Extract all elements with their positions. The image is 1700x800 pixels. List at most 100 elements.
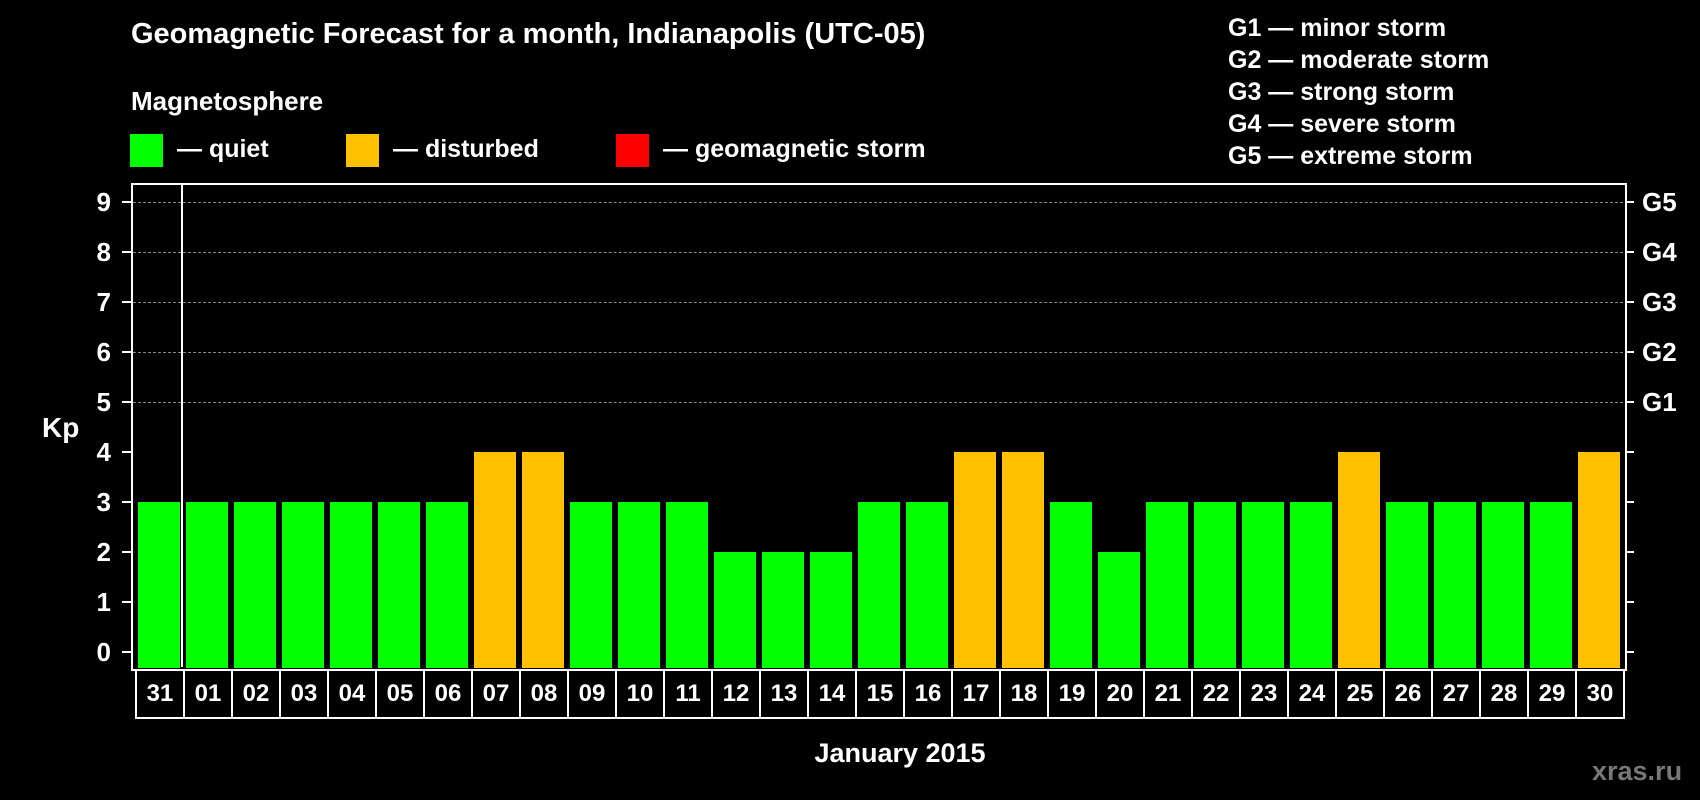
bar-day-20 xyxy=(1098,552,1140,668)
bar-day-24 xyxy=(1290,502,1332,668)
gridline-5 xyxy=(133,402,1623,403)
x-cell-divider xyxy=(1575,669,1577,719)
y-tick-left-0 xyxy=(122,651,131,653)
x-cell-divider xyxy=(1047,669,1049,719)
x-cell-divider xyxy=(759,669,761,719)
y-tick-left-7 xyxy=(122,301,131,303)
bar-day-29 xyxy=(1530,502,1572,668)
x-cell-divider xyxy=(471,669,473,719)
x-cell-divider xyxy=(1431,669,1433,719)
y-tick-label-3: 3 xyxy=(96,487,111,517)
storm-scale-g2: G2 — moderate storm xyxy=(1228,46,1490,74)
x-tick-label-03: 03 xyxy=(290,680,318,707)
x-tick-label-23: 23 xyxy=(1250,680,1278,707)
x-tick-label-01: 01 xyxy=(194,680,222,707)
x-tick-label-12: 12 xyxy=(722,680,750,707)
bar-day-06 xyxy=(426,502,468,668)
y-tick-right-3 xyxy=(1625,501,1634,503)
y-tick-label-5: 5 xyxy=(96,387,111,417)
x-tick-label-09: 09 xyxy=(578,680,606,707)
bar-day-25 xyxy=(1338,452,1380,668)
bar-day-18 xyxy=(1002,452,1044,668)
y-tick-label-4: 4 xyxy=(96,437,111,467)
y-tick-right-0 xyxy=(1625,651,1634,653)
y-tick-label-0: 0 xyxy=(96,637,111,667)
bar-day-14 xyxy=(810,552,852,668)
x-tick-label-04: 04 xyxy=(338,680,366,707)
x-cell-divider xyxy=(1527,669,1529,719)
chart-title: Geomagnetic Forecast for a month, Indian… xyxy=(131,18,926,50)
y-tick-right-2 xyxy=(1625,551,1634,553)
y-tick-left-4 xyxy=(122,451,131,453)
y-tick-label-8: 8 xyxy=(96,237,111,267)
month-separator-line xyxy=(181,185,183,667)
storm-scale-g5: G5 — extreme storm xyxy=(1228,142,1473,170)
bar-day-15 xyxy=(858,502,900,668)
x-cell-divider xyxy=(999,669,1001,719)
y-tick-left-5 xyxy=(122,401,131,403)
legend-swatch-storm xyxy=(616,134,649,167)
x-cell-divider xyxy=(519,669,521,719)
g-scale-label-g4: G4 xyxy=(1642,237,1677,267)
watermark: xras.ru xyxy=(1592,756,1683,786)
x-tick-label-17: 17 xyxy=(962,680,990,707)
bar-day-28 xyxy=(1482,502,1524,668)
bar-day-04 xyxy=(330,502,372,668)
y-tick-label-1: 1 xyxy=(96,587,111,617)
x-cell-divider xyxy=(423,669,425,719)
x-tick-label-02: 02 xyxy=(242,680,270,707)
storm-scale-g1: G1 — minor storm xyxy=(1228,14,1447,42)
bar-day-27 xyxy=(1434,502,1476,668)
x-tick-label-18: 18 xyxy=(1010,680,1038,707)
x-cell-divider xyxy=(1095,669,1097,719)
bar-day-31 xyxy=(138,502,180,668)
x-cell-divider xyxy=(615,669,617,719)
x-tick-label-21: 21 xyxy=(1154,680,1182,707)
x-cell-divider xyxy=(1191,669,1193,719)
x-tick-label-15: 15 xyxy=(866,680,894,707)
bar-day-22 xyxy=(1194,502,1236,668)
x-tick-label-26: 26 xyxy=(1394,680,1422,707)
g-scale-label-g1: G1 xyxy=(1642,387,1677,417)
legend-swatch-quiet xyxy=(130,134,163,167)
bar-day-02 xyxy=(234,502,276,668)
y-tick-label-7: 7 xyxy=(96,287,111,317)
g-scale-label-g2: G2 xyxy=(1642,337,1677,367)
legend-label-storm: — geomagnetic storm xyxy=(663,135,926,163)
x-cell-divider xyxy=(375,669,377,719)
x-tick-label-14: 14 xyxy=(818,680,846,707)
x-cell-divider xyxy=(951,669,953,719)
y-tick-label-2: 2 xyxy=(96,537,111,567)
x-tick-label-06: 06 xyxy=(434,680,462,707)
bar-day-26 xyxy=(1386,502,1428,668)
bar-day-13 xyxy=(762,552,804,668)
x-tick-label-30: 30 xyxy=(1586,680,1614,707)
x-tick-label-31: 31 xyxy=(146,680,174,707)
gridline-9 xyxy=(133,202,1623,203)
x-tick-label-13: 13 xyxy=(770,680,798,707)
bar-day-12 xyxy=(714,552,756,668)
x-cell-divider xyxy=(1383,669,1385,719)
x-tick-label-20: 20 xyxy=(1106,680,1134,707)
y-tick-right-1 xyxy=(1625,601,1634,603)
bar-day-21 xyxy=(1146,502,1188,668)
bar-day-17 xyxy=(954,452,996,668)
storm-scale-g3: G3 — strong storm xyxy=(1228,78,1455,106)
x-cell-divider xyxy=(711,669,713,719)
bar-day-09 xyxy=(570,502,612,668)
y-tick-left-2 xyxy=(122,551,131,553)
x-tick-label-08: 08 xyxy=(530,680,558,707)
storm-scale-g4: G4 — severe storm xyxy=(1228,110,1456,138)
gridline-7 xyxy=(133,302,1623,303)
gridline-6 xyxy=(133,352,1623,353)
bar-day-11 xyxy=(666,502,708,668)
storm-scale-legend: G1 — minor storm G2 — moderate storm G3 … xyxy=(1228,12,1489,172)
x-cell-divider xyxy=(1143,669,1145,719)
bar-day-19 xyxy=(1050,502,1092,668)
x-tick-label-25: 25 xyxy=(1346,680,1374,707)
x-cell-divider xyxy=(903,669,905,719)
x-tick-label-10: 10 xyxy=(626,680,654,707)
y-tick-right-9 xyxy=(1625,201,1634,203)
legend-label-quiet: — quiet xyxy=(177,135,269,163)
x-cell-divider xyxy=(327,669,329,719)
